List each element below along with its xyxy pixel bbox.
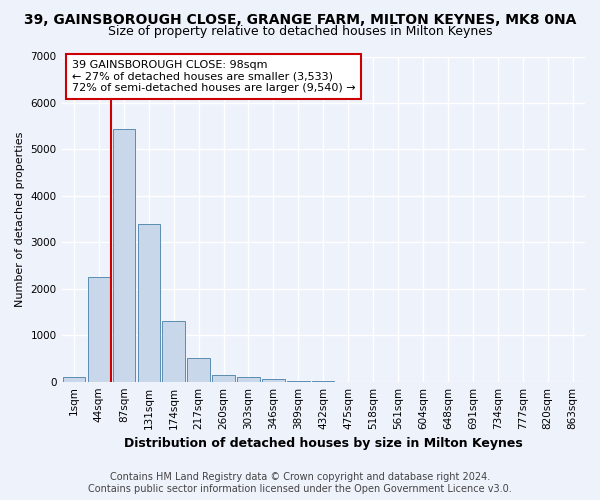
Bar: [113, 128, 135, 382]
Text: 39, GAINSBOROUGH CLOSE, GRANGE FARM, MILTON KEYNES, MK8 0NA: 39, GAINSBOROUGH CLOSE, GRANGE FARM, MIL…: [24, 12, 576, 26]
Bar: [163, 322, 185, 382]
Text: Contains HM Land Registry data © Crown copyright and database right 2024.
Contai: Contains HM Land Registry data © Crown c…: [88, 472, 512, 494]
Text: 39 GAINSBOROUGH CLOSE: 98sqm
← 27% of detached houses are smaller (3,533)
72% of: 39 GAINSBOROUGH CLOSE: 98sqm ← 27% of de…: [72, 60, 356, 93]
Bar: [287, 381, 310, 382]
Bar: [187, 358, 210, 382]
Bar: [212, 374, 235, 382]
Bar: [237, 377, 260, 382]
Bar: [88, 277, 110, 382]
Text: Size of property relative to detached houses in Milton Keynes: Size of property relative to detached ho…: [108, 25, 492, 38]
Y-axis label: Number of detached properties: Number of detached properties: [15, 132, 25, 307]
X-axis label: Distribution of detached houses by size in Milton Keynes: Distribution of detached houses by size …: [124, 437, 523, 450]
Bar: [63, 377, 85, 382]
Bar: [137, 224, 160, 382]
Bar: [262, 380, 284, 382]
